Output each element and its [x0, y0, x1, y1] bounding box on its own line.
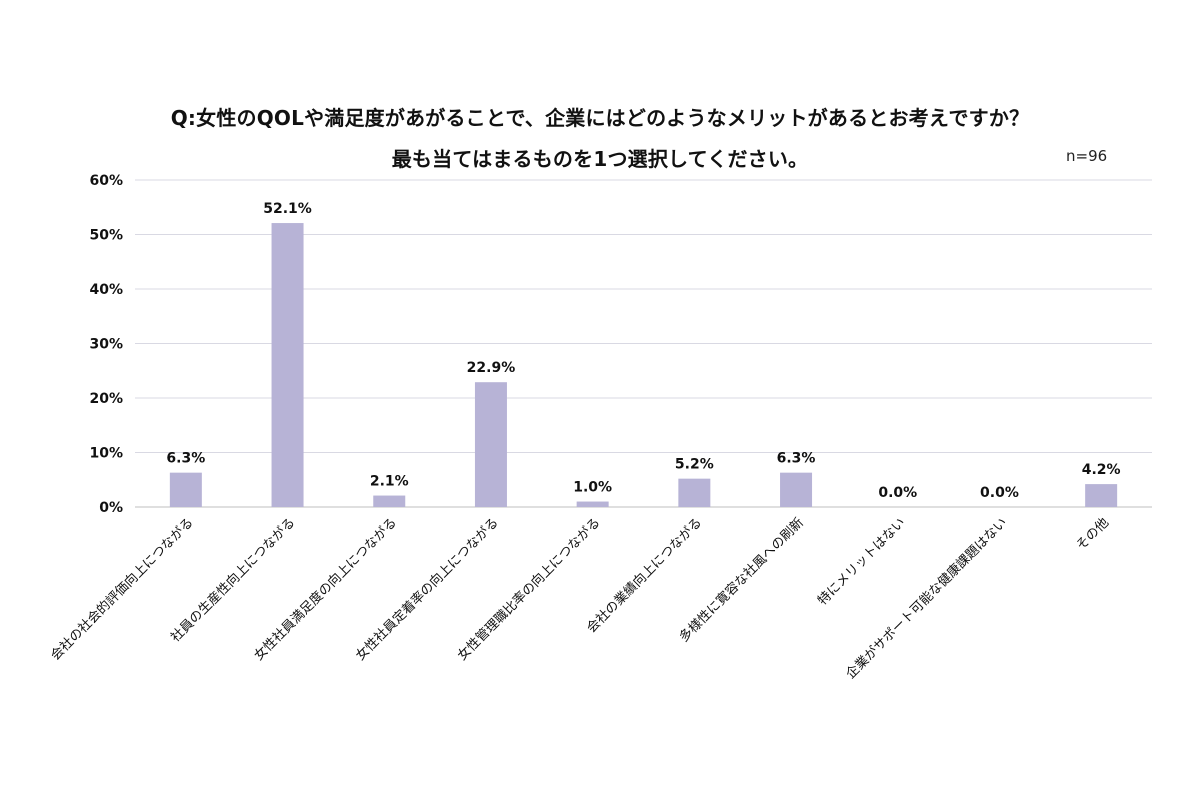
data-label: 1.0% [573, 480, 612, 496]
y-tick-label: 60% [89, 173, 123, 189]
chart-title-line1: Q:女性のQOLや満足度があがることで、企業にはどのようなメリットがあるとお考え… [170, 106, 1030, 130]
bar [169, 472, 202, 507]
data-label: 4.2% [1082, 462, 1121, 478]
y-tick-label: 20% [89, 391, 123, 407]
data-label: 2.1% [370, 474, 409, 490]
chart-title-line2: 最も当てはまるものを1つ選択してください。 [391, 147, 809, 171]
data-label: 52.1% [263, 201, 312, 217]
y-tick-label: 10% [89, 446, 123, 462]
data-label: 6.3% [166, 451, 205, 467]
data-label: 6.3% [777, 451, 816, 467]
y-tick-label: 0% [99, 500, 123, 516]
x-tick-label: 企業がサポート可能な健康課題はない [843, 515, 1011, 683]
x-tick-label: その他 [1074, 515, 1112, 553]
x-tick-label: 特にメリットはない [815, 515, 908, 608]
y-tick-label: 30% [89, 337, 123, 353]
y-tick-label: 40% [89, 282, 123, 298]
bar [1085, 484, 1118, 507]
data-label: 0.0% [878, 485, 917, 501]
bar [373, 495, 406, 507]
sample-size-note: n=96 [1066, 147, 1108, 165]
data-label: 5.2% [675, 457, 714, 473]
data-label: 22.9% [467, 360, 516, 376]
bar [474, 382, 507, 507]
bar [271, 223, 304, 507]
bar [780, 472, 813, 507]
bar [678, 478, 711, 507]
y-tick-label: 50% [89, 228, 123, 244]
bar [576, 501, 609, 507]
data-label: 0.0% [980, 485, 1019, 501]
x-tick-label: 会社の業績向上につながる [584, 515, 706, 637]
